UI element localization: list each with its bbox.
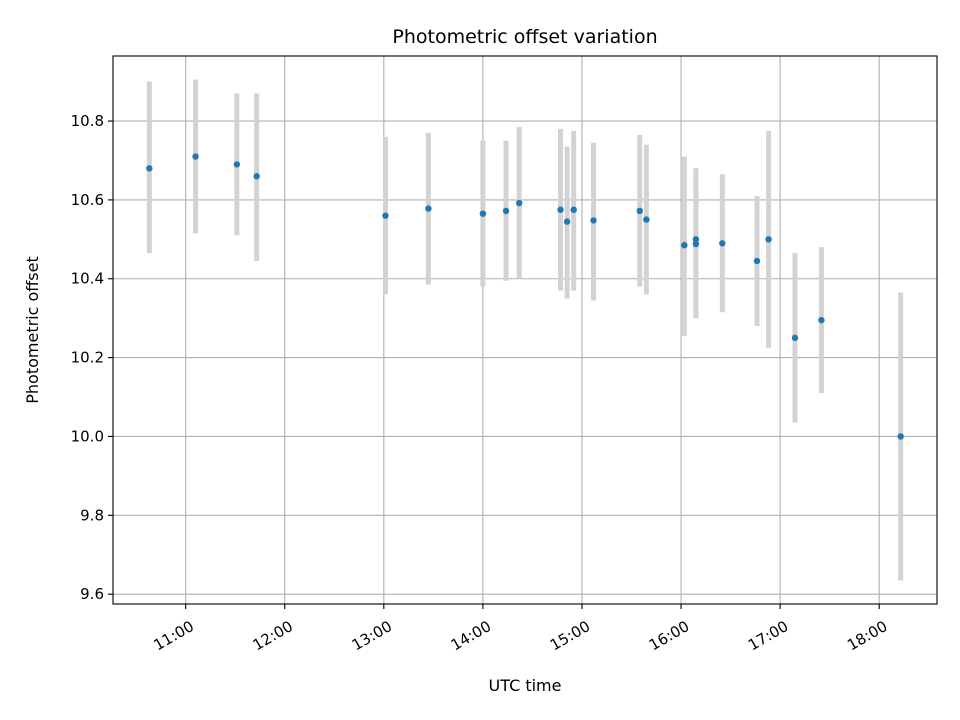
- grid: [113, 56, 937, 604]
- y-tick-label: 10.8: [71, 112, 104, 130]
- data-point: [818, 316, 825, 324]
- data-point: [636, 207, 643, 215]
- y-tick-label: 10.6: [71, 191, 104, 209]
- data-point: [590, 217, 597, 224]
- y-tick-label: 9.8: [80, 506, 104, 524]
- data-point: [692, 240, 700, 248]
- data-point: [719, 240, 726, 247]
- chart-title: Photometric offset variation: [392, 26, 657, 48]
- data-point: [253, 173, 260, 180]
- data-point: [753, 257, 761, 265]
- data-point: [233, 161, 241, 168]
- data-point: [479, 210, 487, 217]
- y-axis-ticks: 9.6 9.8 10.0 10.2 10.4 10.6 10.8: [71, 112, 113, 603]
- data-point: [557, 206, 564, 213]
- y-axis-label: Photometric offset: [23, 256, 42, 404]
- y-tick-label: 9.6: [80, 585, 104, 603]
- y-tick-label: 10.0: [71, 427, 104, 445]
- data-point: [791, 334, 799, 342]
- data-point: [765, 236, 772, 243]
- data-point: [425, 205, 432, 212]
- data-points: [146, 153, 904, 440]
- x-axis-label: UTC time: [489, 676, 562, 695]
- data-point: [382, 212, 389, 219]
- plot-frame: [112, 55, 938, 605]
- data-point: [146, 165, 153, 172]
- data-point: [681, 242, 688, 249]
- plot-area: [113, 56, 937, 604]
- data-point: [897, 433, 904, 440]
- data-point: [192, 153, 199, 160]
- data-point: [502, 207, 510, 215]
- data-point: [563, 218, 571, 225]
- data-point: [516, 199, 523, 207]
- y-tick-label: 10.2: [71, 349, 104, 367]
- y-tick-label: 10.4: [71, 270, 104, 288]
- data-point: [643, 216, 650, 223]
- data-point: [692, 236, 700, 243]
- data-point: [570, 206, 577, 213]
